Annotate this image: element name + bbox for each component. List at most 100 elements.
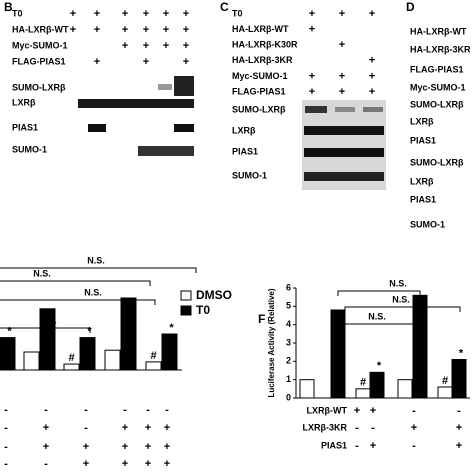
condition-mark: + (339, 70, 345, 82)
condition-mark: - (371, 422, 375, 434)
condition-mark: + (145, 422, 151, 434)
bar (412, 294, 428, 399)
condition-mark: + (163, 8, 169, 20)
bracket (0, 280, 151, 286)
condition-mark: + (456, 422, 462, 434)
condition-mark: + (83, 441, 89, 453)
row-label: LXRβ-3KR (303, 422, 348, 432)
bar-marker: * (377, 360, 382, 372)
blot-b (78, 76, 194, 156)
condition-mark: - (146, 404, 150, 416)
bar-marker: * (459, 347, 464, 359)
condition-mark: + (309, 8, 315, 20)
y-tick-label: 3 (286, 337, 291, 347)
condition-label: FLAG-PIAS1 (232, 86, 286, 96)
condition-label: Myc-SUMO-1 (232, 71, 288, 81)
band-label: PIAS1 (12, 122, 38, 132)
bar (161, 333, 178, 371)
bracket (337, 323, 414, 329)
condition-mark: + (369, 86, 375, 98)
condition-mark: + (339, 8, 345, 20)
condition-mark: - (123, 404, 127, 416)
bar (79, 337, 96, 371)
condition-mark: + (163, 24, 169, 36)
condition-mark: + (143, 24, 149, 36)
condition-label: HA-LXRβ-WT (232, 24, 289, 34)
condition-mark: + (456, 440, 462, 452)
band-label: HA-LXRβ-3KR (410, 44, 471, 54)
condition-mark: - (84, 404, 88, 416)
condition-mark: - (165, 404, 169, 416)
legend-swatch (180, 305, 192, 316)
annotation: N.S. (84, 287, 102, 297)
condition-mark: + (369, 8, 375, 20)
condition-mark: + (70, 24, 76, 36)
band (138, 146, 194, 156)
band-label: PIAS1 (232, 146, 258, 156)
panel-label: F (258, 312, 265, 326)
bar (397, 379, 413, 399)
y-tick-label: 2 (286, 356, 291, 366)
row-label: LXRβ-WT (307, 405, 348, 415)
bar (330, 309, 346, 399)
condition-mark: - (4, 404, 8, 416)
bar (120, 297, 137, 371)
condition-mark: + (122, 24, 128, 36)
condition-label: T0 (12, 8, 23, 18)
condition-mark: + (122, 8, 128, 20)
band-label: SUMO-1 (410, 219, 445, 229)
condition-mark: + (164, 441, 170, 453)
blot-c (302, 100, 386, 190)
condition-mark: - (4, 422, 8, 434)
panel-label: D (406, 0, 415, 14)
annotation: N.S. (392, 294, 410, 304)
condition-mark: + (183, 24, 189, 36)
legend-label: DMSO (196, 288, 232, 302)
condition-mark: + (122, 422, 128, 434)
bar-marker: # (442, 375, 448, 387)
band-label: LXRβ (410, 176, 434, 186)
band (305, 106, 327, 113)
bar-marker: # (360, 377, 366, 389)
condition-mark: + (369, 70, 375, 82)
bracket (0, 299, 156, 305)
condition-mark: + (145, 458, 151, 470)
condition-mark: - (4, 458, 8, 470)
bar (355, 388, 371, 399)
condition-mark: + (164, 422, 170, 434)
band-label: SUMO-LXRβ (12, 82, 66, 92)
condition-mark: + (183, 8, 189, 20)
condition-mark: + (339, 86, 345, 98)
condition-label: HA-LXRβ-WT (12, 24, 69, 34)
annotation: N.S. (368, 311, 386, 321)
band (335, 107, 355, 112)
legend-label: T0 (196, 303, 210, 317)
condition-mark: + (309, 70, 315, 82)
condition-label: HA-LXRβ-K30R (232, 40, 298, 50)
bar-marker: * (169, 322, 174, 334)
panel-label: B (4, 0, 13, 14)
condition-mark: - (4, 441, 8, 453)
condition-mark: + (122, 441, 128, 453)
condition-mark: - (355, 422, 359, 434)
band-label: LXRβ (12, 97, 36, 107)
condition-mark: + (94, 56, 100, 68)
condition-mark: - (457, 405, 461, 417)
band-label: SUMO-1 (12, 144, 47, 154)
bar-marker: # (150, 350, 156, 362)
condition-mark: - (44, 458, 48, 470)
condition-mark: + (145, 441, 151, 453)
band-label: SUMO-LXRβ (232, 104, 286, 114)
annotation: N.S. (33, 268, 51, 278)
annotation: N.S. (389, 278, 407, 288)
condition-mark: + (411, 422, 417, 434)
bar (451, 359, 467, 399)
band-label: SUMO-1 (232, 170, 267, 180)
condition-mark: + (370, 440, 376, 452)
bar (145, 361, 162, 371)
condition-mark: + (83, 458, 89, 470)
y-tick-label: 4 (286, 319, 291, 329)
band-label: FLAG-PIAS1 (410, 64, 464, 74)
bracket (344, 306, 461, 312)
